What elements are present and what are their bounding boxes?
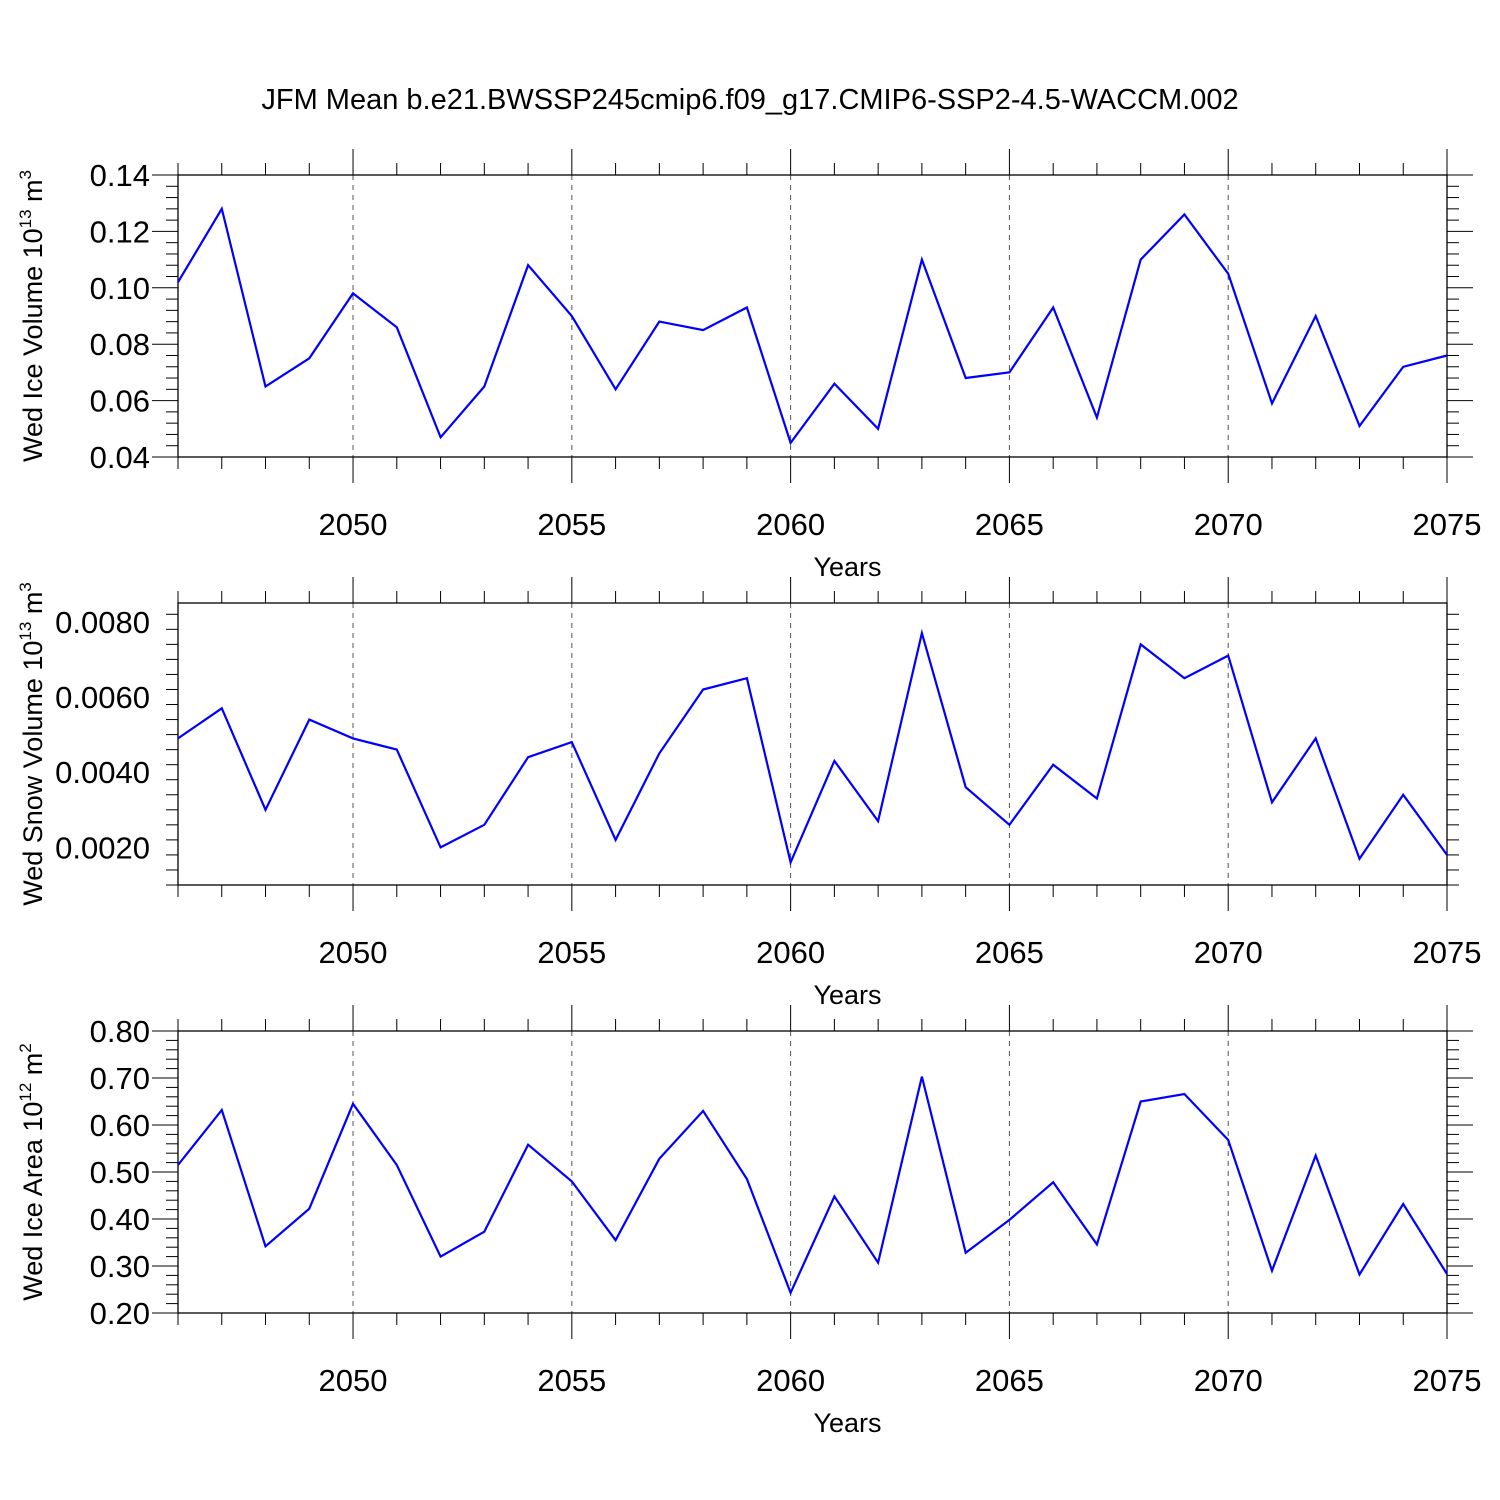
y-axis-label: Wed Snow Volume 1013 m3 bbox=[16, 582, 48, 906]
y-tick-label: 0.04 bbox=[90, 440, 150, 475]
series-line bbox=[177, 1076, 1448, 1296]
x-tick-label: 2070 bbox=[1194, 1363, 1263, 1398]
series-line bbox=[177, 205, 1448, 446]
y-tick-label: 0.14 bbox=[90, 158, 150, 193]
x-tick-label: 2055 bbox=[537, 507, 606, 542]
plot-frame bbox=[177, 1030, 1448, 1314]
series-line bbox=[177, 628, 1448, 866]
y-tick-label: 0.0040 bbox=[55, 755, 150, 790]
x-tick-label: 2050 bbox=[319, 507, 388, 542]
y-tick-label: 0.30 bbox=[90, 1249, 150, 1284]
x-tick-label: 2050 bbox=[319, 935, 388, 970]
x-tick-label: 2065 bbox=[975, 1363, 1044, 1398]
y-tick-label: 0.08 bbox=[90, 327, 150, 362]
x-tick-label: 2060 bbox=[756, 507, 825, 542]
chart-title: JFM Mean b.e21.BWSSP245cmip6.f09_g17.CMI… bbox=[261, 84, 1239, 116]
y-tick-label: 0.60 bbox=[90, 1108, 150, 1143]
plot-frame bbox=[177, 602, 1448, 886]
x-tick-label: 2075 bbox=[1413, 507, 1482, 542]
y-tick-label: 0.12 bbox=[90, 214, 150, 249]
y-tick-label: 0.0080 bbox=[55, 605, 150, 640]
x-tick-label: 2075 bbox=[1413, 935, 1482, 970]
y-tick-label: 0.40 bbox=[90, 1202, 150, 1237]
y-tick-label: 0.0020 bbox=[55, 830, 150, 865]
y-tick-label: 0.0060 bbox=[55, 680, 150, 715]
y-tick-label: 0.50 bbox=[90, 1155, 150, 1190]
y-tick-label: 0.80 bbox=[90, 1014, 150, 1049]
x-tick-label: 2065 bbox=[975, 507, 1044, 542]
x-tick-label: 2050 bbox=[319, 1363, 388, 1398]
x-tick-label: 2070 bbox=[1194, 507, 1263, 542]
y-tick-label: 0.70 bbox=[90, 1061, 150, 1096]
y-tick-label: 0.20 bbox=[90, 1296, 150, 1331]
x-axis-label: Years bbox=[813, 552, 881, 582]
x-tick-label: 2070 bbox=[1194, 935, 1263, 970]
x-tick-label: 2055 bbox=[537, 1363, 606, 1398]
x-tick-label: 2065 bbox=[975, 935, 1044, 970]
x-axis-label: Years bbox=[813, 1408, 881, 1438]
y-axis-label: Wed Ice Area 1012 m2 bbox=[16, 1043, 48, 1301]
y-axis-label: Wed Ice Volume 1013 m3 bbox=[16, 170, 48, 462]
x-axis-label: Years bbox=[813, 980, 881, 1010]
y-tick-label: 0.10 bbox=[90, 271, 150, 306]
plot-frame bbox=[177, 174, 1448, 458]
x-tick-label: 2075 bbox=[1413, 1363, 1482, 1398]
x-tick-label: 2055 bbox=[537, 935, 606, 970]
x-tick-label: 2060 bbox=[756, 1363, 825, 1398]
y-tick-label: 0.06 bbox=[90, 384, 150, 419]
x-tick-label: 2060 bbox=[756, 935, 825, 970]
